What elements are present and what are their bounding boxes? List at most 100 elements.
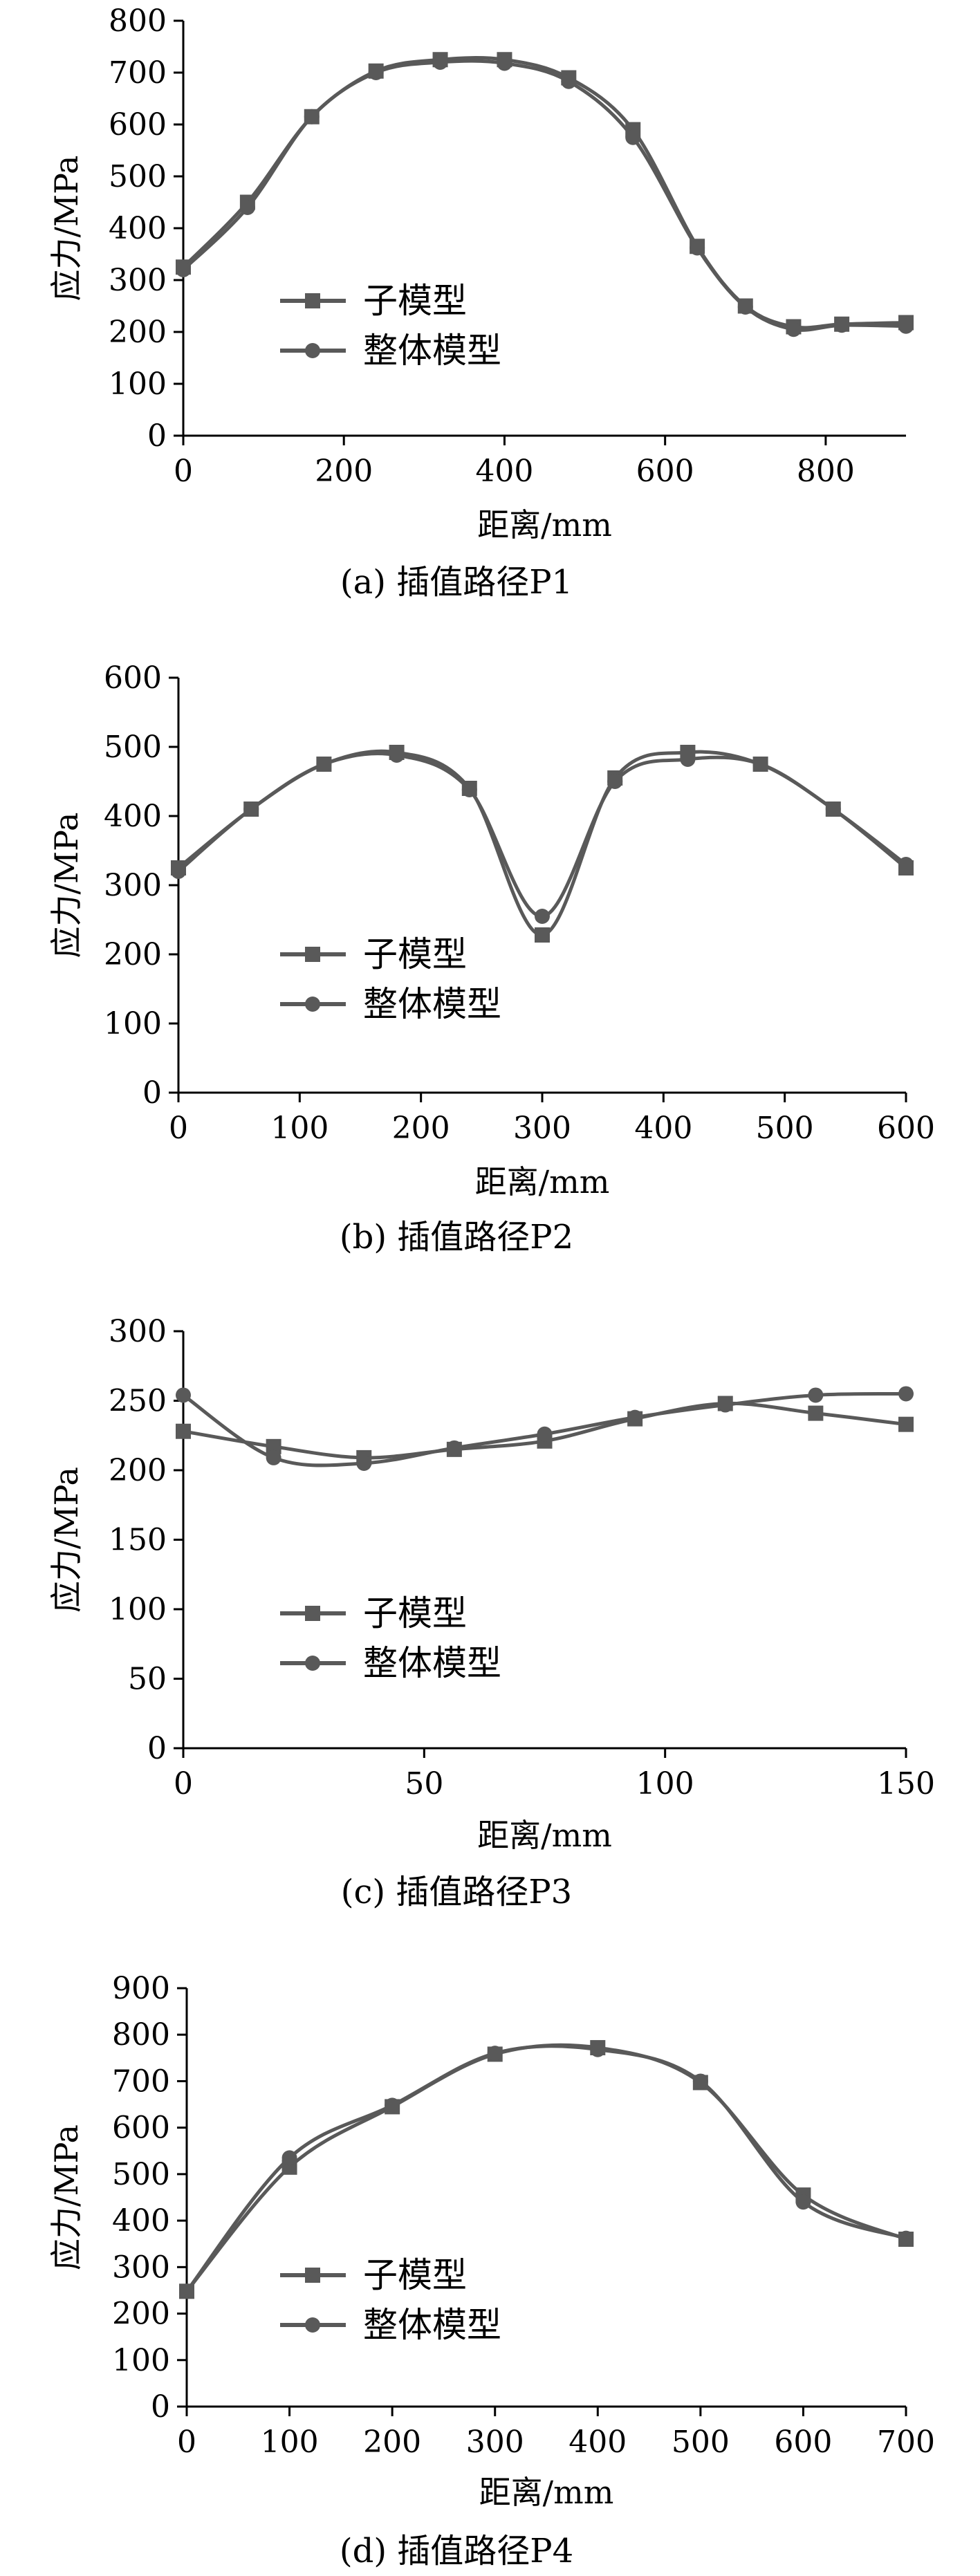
- data-point: [176, 1387, 191, 1403]
- data-point: [239, 200, 255, 215]
- y-tick-label: 600: [112, 2111, 170, 2146]
- x-axis-label: 距离/mm: [477, 506, 612, 544]
- data-point: [607, 774, 623, 789]
- x-tick-label: 400: [634, 1111, 692, 1146]
- y-tick-label: 100: [112, 2343, 170, 2378]
- data-point: [590, 2041, 606, 2057]
- y-tick-label: 400: [112, 2203, 170, 2239]
- y-axis-label: 应力/MPa: [48, 2124, 85, 2270]
- data-point: [176, 262, 191, 277]
- x-tick-label: 600: [774, 2425, 832, 2460]
- y-tick-label: 300: [112, 2250, 170, 2285]
- x-tick-label: 0: [174, 1766, 193, 1801]
- chart-caption: (b) 插值路径P2: [340, 1218, 573, 1257]
- data-point: [825, 801, 841, 817]
- legend-label: 整体模型: [363, 2305, 501, 2345]
- legend-label: 整体模型: [363, 1643, 501, 1683]
- x-tick-label: 0: [169, 1111, 188, 1146]
- y-tick-label: 700: [109, 55, 167, 91]
- y-tick-label: 0: [147, 418, 167, 454]
- y-tick-label: 100: [104, 1006, 162, 1041]
- data-point: [627, 1409, 643, 1425]
- data-point: [898, 318, 914, 334]
- x-tick-label: 200: [315, 454, 373, 489]
- legend-label: 子模型: [363, 281, 467, 321]
- data-point: [266, 1438, 281, 1454]
- y-axis-label: 应力/MPa: [48, 813, 85, 958]
- data-point: [834, 317, 850, 333]
- data-point: [356, 1455, 372, 1471]
- series-2: [176, 55, 914, 337]
- y-tick-label: 500: [112, 2157, 170, 2192]
- data-point: [692, 2073, 708, 2089]
- y-tick-label: 250: [109, 1384, 167, 1419]
- x-tick-label: 400: [568, 2425, 627, 2460]
- series-line: [176, 752, 908, 918]
- x-tick-label: 50: [405, 1766, 443, 1801]
- chart-panel-1: 0 100 200 300 400 500 600 700 800 0 200 400 600 800 距离…: [48, 3, 914, 602]
- legend-marker: [305, 2268, 320, 2283]
- y-tick-label: 0: [142, 1075, 162, 1111]
- y-tick-label: 150: [109, 1523, 167, 1558]
- data-point: [461, 782, 477, 797]
- legend-label: 整体模型: [363, 331, 501, 371]
- x-tick-label: 800: [797, 454, 855, 489]
- chart-panel-4: 0 100 200 300 400 500 600 700 800 900 0 100 200 300 40…: [48, 1971, 935, 2570]
- x-axis-label: 距离/mm: [479, 2474, 614, 2511]
- y-axis-label: 应力/MPa: [48, 156, 85, 302]
- data-point: [898, 1416, 914, 1432]
- data-point: [487, 2046, 503, 2061]
- x-tick-label: 200: [392, 1111, 450, 1146]
- legend-marker: [305, 1656, 320, 1671]
- legend-label: 子模型: [363, 2255, 467, 2295]
- data-point: [389, 748, 405, 763]
- x-tick-label: 500: [756, 1111, 814, 1146]
- series-line: [181, 56, 908, 330]
- legend-marker: [305, 947, 320, 962]
- y-tick-label: 400: [104, 799, 162, 834]
- y-tick-label: 300: [109, 263, 167, 298]
- data-point: [243, 801, 259, 817]
- x-tick-label: 100: [636, 1766, 694, 1801]
- data-point: [898, 1386, 914, 1402]
- series-line: [176, 749, 908, 937]
- data-point: [176, 1423, 191, 1439]
- x-tick-label: 200: [363, 2425, 421, 2460]
- legend-marker: [305, 997, 320, 1012]
- legend-marker: [305, 293, 320, 308]
- data-point: [898, 857, 914, 872]
- y-tick-label: 600: [109, 107, 167, 142]
- legend-label: 整体模型: [363, 984, 501, 1024]
- y-tick-label: 500: [104, 730, 162, 765]
- data-point: [171, 864, 186, 879]
- data-point: [304, 109, 320, 124]
- y-tick-label: 50: [128, 1662, 167, 1697]
- series-2: [179, 2041, 914, 2299]
- legend-marker: [305, 2317, 320, 2333]
- x-tick-label: 0: [177, 2425, 196, 2460]
- x-tick-label: 0: [174, 454, 193, 489]
- y-tick-label: 900: [112, 1971, 170, 2006]
- x-tick-label: 700: [877, 2425, 935, 2460]
- y-tick-label: 600: [104, 660, 162, 696]
- x-tick-label: 100: [261, 2425, 319, 2460]
- data-point: [752, 757, 768, 772]
- series-1: [176, 52, 914, 335]
- y-tick-label: 400: [109, 211, 167, 246]
- y-tick-label: 0: [151, 2389, 170, 2425]
- chart-panel-3: 0 50 100 150 200 250 300 0 50 100 150 距离/mm 应力/MPa (c…: [48, 1314, 935, 1911]
- x-tick-label: 300: [466, 2425, 524, 2460]
- y-tick-label: 300: [109, 1314, 167, 1349]
- chart-caption: (d) 插值路径P4: [340, 2532, 573, 2570]
- data-point: [266, 1449, 281, 1465]
- data-point: [497, 55, 512, 71]
- y-tick-label: 200: [112, 2297, 170, 2332]
- legend-marker: [305, 343, 320, 358]
- y-tick-label: 0: [147, 1731, 167, 1766]
- data-point: [786, 322, 802, 337]
- x-axis-label: 距离/mm: [477, 1817, 612, 1854]
